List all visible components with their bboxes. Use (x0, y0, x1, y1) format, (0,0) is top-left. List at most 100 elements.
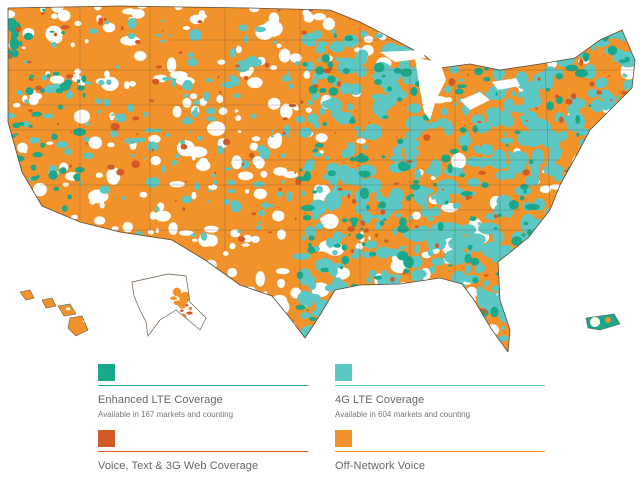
coverage-patch (558, 25, 567, 40)
coverage-patch (620, 105, 627, 110)
coverage-patch (136, 6, 147, 9)
coverage-patch (604, 193, 608, 197)
coverage-patch (377, 273, 400, 289)
legend-swatch-4g-lte (335, 364, 352, 381)
coverage-patch (486, 46, 497, 54)
coverage-patch (206, 107, 216, 115)
coverage-patch (506, 55, 521, 66)
coverage-patch (82, 320, 88, 323)
coverage-patch (391, 310, 398, 316)
coverage-patch (560, 316, 570, 325)
coverage-patch (227, 189, 236, 194)
coverage-patch (562, 283, 569, 288)
coverage-patch (308, 317, 317, 321)
coverage-patch (11, 164, 17, 171)
coverage-patch (0, 321, 4, 327)
coverage-patch (350, 303, 356, 310)
coverage-patch (31, 176, 38, 181)
coverage-patch (553, 256, 560, 261)
coverage-patch (106, 285, 114, 289)
coverage-patch (387, 86, 393, 92)
coverage-patch (109, 112, 115, 121)
coverage-patch (8, 142, 10, 148)
coverage-patch (309, 295, 317, 302)
coverage-patch (591, 234, 598, 239)
coverage-patch (360, 204, 368, 211)
coverage-patch (622, 73, 628, 78)
coverage-patch (338, 309, 347, 317)
coverage-patch (532, 72, 555, 90)
legend-swatch-enhanced-lte (98, 364, 115, 381)
coverage-patch (612, 118, 628, 126)
coverage-patch (541, 130, 561, 149)
coverage-patch (623, 326, 635, 334)
coverage-patch (51, 133, 58, 141)
coverage-patch (242, 234, 252, 243)
coverage-patch (286, 71, 291, 75)
coverage-patch (533, 276, 545, 292)
coverage-patch (507, 284, 518, 294)
coverage-patch (544, 343, 548, 347)
coverage-patch (288, 321, 297, 332)
coverage-patch (277, 278, 286, 288)
coverage-patch (61, 30, 65, 35)
coverage-patch (563, 24, 572, 30)
coverage-patch (67, 316, 70, 319)
coverage-patch (322, 17, 335, 31)
coverage-patch (315, 45, 326, 54)
coverage-patch (465, 195, 470, 201)
coverage-patch (496, 48, 500, 51)
coverage-patch (41, 75, 47, 81)
coverage-patch (346, 311, 367, 329)
coverage-patch (564, 196, 580, 207)
coverage-patch (419, 33, 427, 39)
coverage-patch (231, 76, 240, 87)
coverage-patch (316, 185, 323, 194)
legend-rule (98, 385, 308, 386)
coverage-patch (546, 230, 553, 239)
coverage-patch (405, 130, 421, 139)
coverage-patch (370, 304, 377, 314)
coverage-patch (251, 136, 261, 142)
coverage-patch (277, 229, 286, 240)
coverage-patch (392, 146, 403, 156)
coverage-patch (599, 284, 607, 296)
coverage-patch (368, 236, 371, 240)
coverage-patch (406, 160, 413, 164)
coverage-patch (35, 85, 43, 91)
coverage-patch (343, 329, 351, 336)
coverage-patch (264, 62, 270, 68)
coverage-patch (540, 326, 547, 332)
coverage-patch (217, 75, 220, 79)
coverage-patch (129, 81, 136, 87)
coverage-patch (568, 273, 572, 276)
coverage-patch (381, 94, 397, 108)
coverage-patch (122, 221, 133, 233)
coverage-patch (609, 119, 624, 129)
coverage-patch (74, 109, 90, 124)
coverage-patch (391, 346, 401, 352)
coverage-patch (597, 278, 604, 281)
coverage-patch (431, 194, 436, 200)
coverage-patch (294, 61, 301, 66)
coverage-patch (347, 226, 355, 232)
coverage-patch (467, 244, 473, 250)
coverage-patch (268, 231, 273, 234)
coverage-patch (384, 239, 389, 243)
coverage-patch (98, 17, 103, 26)
coverage-patch (410, 86, 418, 96)
coverage-patch (83, 136, 90, 142)
coverage-patch (546, 290, 551, 297)
coverage-patch (457, 295, 470, 314)
coverage-patch (399, 245, 407, 250)
coverage-patch (559, 130, 568, 141)
coverage-patch (623, 268, 634, 275)
coverage-patch (374, 79, 383, 85)
coverage-patch (142, 111, 148, 118)
coverage-patch (94, 216, 106, 225)
coverage-patch (99, 268, 106, 271)
coverage-patch (449, 328, 465, 344)
coverage-patch (579, 266, 583, 269)
coverage-patch (632, 299, 634, 302)
coverage-patch (86, 122, 91, 126)
